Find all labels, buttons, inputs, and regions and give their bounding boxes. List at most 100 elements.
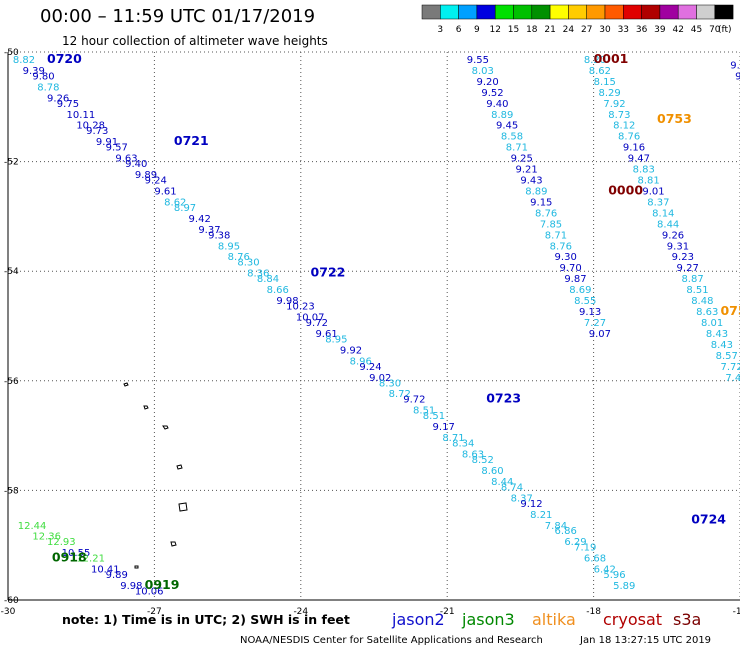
time-stamp-label: 0722	[311, 265, 346, 280]
colorbar-swatch	[568, 4, 587, 20]
swh-value-label: 10.28	[76, 121, 105, 132]
x-tick-label: -21	[440, 607, 455, 617]
island-outline	[123, 382, 129, 387]
colorbar-label: 36	[636, 25, 648, 35]
swh-value-label: 8.89	[491, 110, 513, 121]
colorbar-label: 12	[489, 25, 500, 35]
swh-value-label: 8.72	[389, 389, 411, 400]
swh-value-label: 10.23	[286, 302, 315, 313]
swh-value-label: 9.75	[57, 99, 79, 110]
swh-value-label: 8.62	[164, 197, 186, 208]
x-tick-label: -30	[1, 607, 16, 617]
x-tick-label: -18	[586, 607, 601, 617]
swh-value-label: 9.01	[642, 186, 664, 197]
swh-value-label: 9.98	[120, 581, 142, 592]
island-outlines	[123, 382, 188, 569]
island-outline	[170, 541, 177, 547]
swh-value-label: 8.60	[481, 466, 503, 477]
swh-value-label: 7.19	[574, 543, 596, 554]
swh-value-label: 8.97	[174, 203, 196, 214]
swh-value-label: 8.36	[247, 269, 269, 280]
swh-value-label: 9.89	[135, 170, 157, 181]
swh-value-label: 7.42	[725, 373, 740, 384]
swh-value-label: 6.68	[584, 554, 606, 565]
swh-value-label: 9.25	[511, 154, 533, 165]
swh-value-label: 8.63	[696, 307, 718, 318]
colorbar-label: 45	[691, 25, 702, 35]
swh-value-label: 7.92	[603, 99, 625, 110]
swh-value-label: 8.44	[657, 219, 679, 230]
swh-value-label: 8.30	[237, 258, 259, 269]
axis-tick-labels: -30 -27 -24 -21 -18 -15 -50 -52 -54 -56 -58 -60	[1, 48, 740, 617]
time-stamp-label: 0752	[720, 303, 740, 318]
colorbar-swatch	[458, 4, 478, 20]
island-outline	[178, 502, 188, 512]
swh-value-label: 9.39	[23, 66, 45, 77]
swh-value-label: 12.93	[47, 537, 76, 548]
swh-value-label: 8.44	[491, 477, 513, 488]
colorbar-swatch	[677, 4, 697, 20]
swh-value-label: 7.72	[720, 362, 740, 373]
swh-value-label: 8.34	[452, 439, 474, 450]
swh-value-label: 8.76	[550, 241, 572, 252]
swh-value-label: 12.21	[76, 554, 105, 565]
swh-value-label: 9.70	[559, 263, 581, 274]
swh-value-label: 8.51	[686, 285, 708, 296]
colorbar-legend: 3 6 9 12 15 18 21 24 27 30 33 36 39 42 45 70(ft)	[421, 4, 734, 35]
swh-value-label: 8.84	[257, 274, 279, 285]
time-stamp-label: 0918	[52, 550, 87, 565]
swh-value-label: 8.51	[423, 411, 445, 422]
swh-value-label: 6.29	[564, 537, 586, 548]
colorbar-label: 39	[654, 25, 666, 35]
chart-title: 00:00 – 11:59 UTC 01/17/2019	[40, 6, 315, 27]
swh-value-label: 9.17	[433, 422, 455, 433]
colorbar-label: 21	[544, 25, 555, 35]
swh-value-label: 9.40	[125, 159, 147, 170]
legend-jason3: jason3	[461, 610, 515, 629]
swh-value-label: 9.37	[198, 225, 220, 236]
time-stamp-label: 0001	[594, 51, 629, 66]
swh-value-label: 8.43	[711, 340, 733, 351]
swh-value-label: 8.51	[413, 406, 435, 417]
colorbar-unit: (ft)	[718, 25, 732, 35]
colorbar-swatch	[531, 4, 551, 20]
swh-value-label: 9.13	[579, 307, 601, 318]
colorbar-label: 33	[618, 25, 629, 35]
colorbar-swatch	[604, 4, 624, 20]
swh-value-label: 9.72	[306, 318, 328, 329]
satellite-legend: jason2 jason3 altika cryosat s3a	[391, 610, 701, 629]
swh-value-label: 9.89	[106, 570, 128, 581]
swh-value-label: 12.44	[18, 521, 47, 532]
swh-value-label: 9.30	[555, 252, 577, 263]
swh-value-label: 9.68	[730, 60, 740, 71]
time-stamp-label: 0724	[691, 511, 726, 526]
colorbar-label: 3	[437, 25, 443, 35]
swh-value-label: 9.98	[276, 296, 298, 307]
colorbar-label: 18	[526, 25, 538, 35]
swh-value-label: 10.55	[62, 548, 91, 559]
swh-value-label: 8.57	[716, 351, 738, 362]
colorbar-swatch	[421, 4, 441, 20]
swh-value-label: 8.63	[462, 450, 484, 461]
swh-value-label: 8.73	[608, 110, 630, 121]
swh-value-label: 9.23	[672, 252, 694, 263]
colorbar-swatch	[494, 4, 514, 20]
colorbar-label: 27	[581, 25, 592, 35]
colorbar-swatch	[623, 4, 642, 20]
colorbar-swatch	[440, 4, 459, 20]
time-stamp-label: 0919	[145, 577, 180, 592]
swh-value-label: 10.11	[67, 110, 96, 121]
swh-value-label: 8.87	[681, 274, 703, 285]
colorbar-swatch	[714, 4, 734, 20]
swh-value-label: 8.89	[525, 186, 547, 197]
lat-lon-grid	[7, 51, 740, 601]
chart-subtitle: 12 hour collection of altimeter wave hei…	[62, 34, 328, 48]
legend-s3a: s3a	[673, 610, 701, 629]
time-stamp-label: 0753	[657, 111, 692, 126]
swh-value-label: 9.61	[154, 186, 176, 197]
swh-value-label: 10.41	[91, 565, 120, 576]
legend-altika: altika	[532, 610, 576, 629]
swh-value-label: 8.76	[535, 208, 557, 219]
swh-value-label: 8.71	[506, 143, 528, 154]
island-outline	[143, 405, 149, 410]
